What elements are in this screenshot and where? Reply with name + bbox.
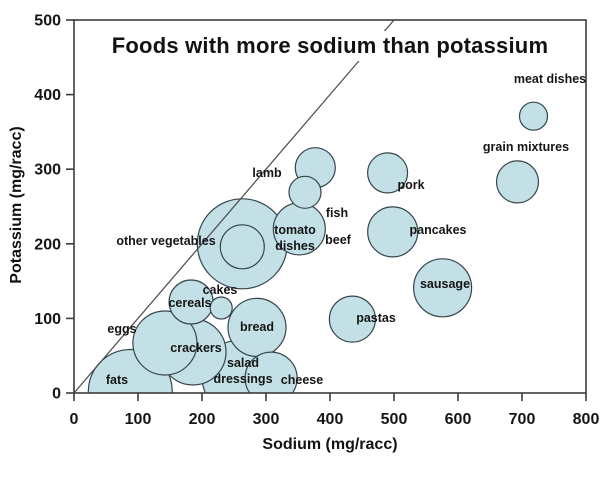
y-tick-label: 500 bbox=[34, 13, 61, 30]
x-tick-label: 300 bbox=[253, 411, 280, 428]
bubble-pancakes bbox=[367, 206, 419, 258]
x-tick-label: 500 bbox=[381, 411, 408, 428]
x-tick-label: 800 bbox=[573, 411, 600, 428]
y-tick-label: 0 bbox=[52, 386, 61, 403]
y-axis-label: Potassium (mg/racc) bbox=[8, 126, 25, 284]
bubble-label-salad-dressings: salad bbox=[227, 356, 259, 370]
bubble-label-sausage: sausage bbox=[420, 277, 470, 291]
y-tick-label: 200 bbox=[34, 236, 61, 253]
x-tick-label: 700 bbox=[509, 411, 536, 428]
bubble-tomato-dishes bbox=[219, 224, 265, 270]
bubble-label-cereals: cereals bbox=[168, 296, 211, 310]
bubbles-layer bbox=[87, 101, 549, 393]
bubble-label-pancakes: pancakes bbox=[410, 223, 467, 237]
bubble-pork bbox=[367, 152, 409, 194]
bubble-labels-layer: fats eggs crackers salad dressings cheese brea… bbox=[106, 72, 586, 387]
bubble-label-meat-dishes: meat dishes bbox=[514, 72, 586, 86]
bubble-label-grain-mixtures: grain mixtures bbox=[483, 140, 569, 154]
bubble-pastas bbox=[328, 295, 376, 343]
bubble-label-lamb: lamb bbox=[252, 166, 282, 180]
bubble-label-crackers: crackers bbox=[170, 341, 221, 355]
bubble-label-cheese: cheese bbox=[281, 373, 323, 387]
bubble-label-tomato-dishes: dishes bbox=[275, 239, 315, 253]
bubble-label-beef: beef bbox=[325, 233, 352, 247]
bubble-sausage bbox=[413, 258, 473, 318]
bubble-label-salad-dressings: dressings bbox=[213, 372, 272, 386]
bubble-grain-mixtures bbox=[495, 160, 540, 204]
x-tick-label: 0 bbox=[70, 411, 79, 428]
ticks-layer: 0 100 200 300 400 500 600 700 800 0 100 200 300 400 50… bbox=[34, 13, 599, 429]
bubble-cakes bbox=[209, 296, 233, 320]
bubble-label-fats: fats bbox=[106, 373, 128, 387]
identity-line bbox=[74, 20, 395, 393]
y-tick-label: 400 bbox=[34, 87, 61, 104]
bubble-label-tomato-dishes: tomato bbox=[274, 223, 316, 237]
bubble-eggs bbox=[132, 310, 198, 376]
x-tick-label: 100 bbox=[125, 411, 152, 428]
bubble-label-fish: fish bbox=[326, 206, 348, 220]
bubble-meat-dishes bbox=[518, 101, 549, 131]
x-axis-label: Sodium (mg/racc) bbox=[262, 436, 398, 453]
bubble-label-bread: bread bbox=[240, 320, 274, 334]
bubble-label-pork: pork bbox=[397, 178, 424, 192]
x-tick-label: 400 bbox=[317, 411, 344, 428]
bubble-label-cakes: cakes bbox=[203, 283, 238, 297]
y-tick-label: 100 bbox=[34, 311, 61, 328]
bubble-cheese bbox=[244, 351, 298, 393]
y-tick-label: 300 bbox=[34, 162, 61, 179]
bubble-label-pastas: pastas bbox=[356, 311, 396, 325]
bubble-label-eggs: eggs bbox=[107, 322, 136, 336]
x-tick-label: 600 bbox=[445, 411, 472, 428]
x-tick-label: 200 bbox=[189, 411, 216, 428]
bubble-label-other-vegetables: other vegetables bbox=[116, 234, 215, 248]
bubble-fish bbox=[288, 175, 322, 209]
